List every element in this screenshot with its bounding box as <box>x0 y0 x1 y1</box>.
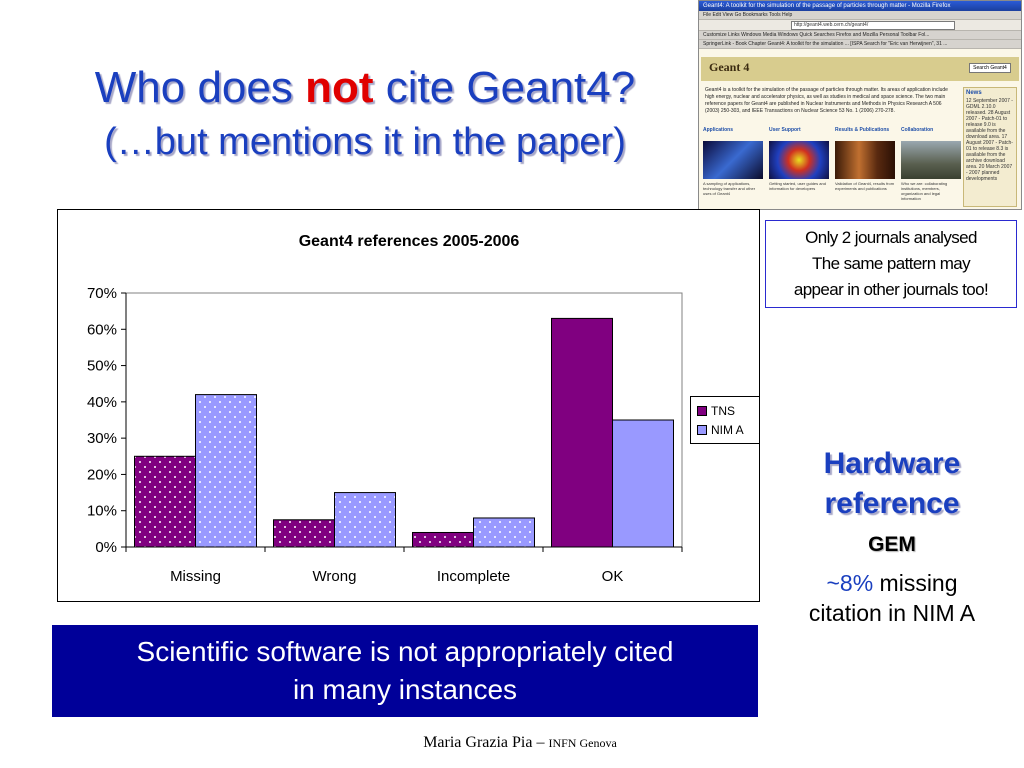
news-heading: News <box>966 90 982 96</box>
section-results: Results & Publications Validation of Gea… <box>835 127 895 191</box>
browser-title-bar: Geant4: A toolkit for the simulation of … <box>699 1 1021 11</box>
section-text: Who we are: collaborating institutions, … <box>901 181 948 201</box>
legend-swatch-tns <box>697 405 707 416</box>
y-tick-label: 0% <box>95 539 117 556</box>
y-tick-label: 20% <box>87 466 117 483</box>
missing-text-2: citation in NIM A <box>808 600 976 626</box>
title-emphasis: not <box>305 63 374 112</box>
geant4-webpage: Geant 4 Search Geant4 Geant4 is a toolki… <box>699 49 1021 209</box>
note-line-2: The same pattern may <box>811 254 971 273</box>
section-heading: Collaboration <box>901 127 934 133</box>
legend-item-nima: NIM A <box>697 421 744 437</box>
y-tick-label: 50% <box>87 358 117 375</box>
section-user-support: User Support Getting started, user guide… <box>769 127 829 191</box>
browser-tabs: SpringerLink - Book Chapter Geant4: A to… <box>699 40 1021 49</box>
legend-label-tns: TNS <box>711 403 735 418</box>
bar-tns-ok <box>551 317 613 548</box>
bar-tns-missing <box>134 455 196 548</box>
results-image <box>835 141 895 179</box>
bar-tns-incomplete <box>412 531 474 548</box>
banner-line-2: in many instances <box>292 674 518 705</box>
section-heading: Results & Publications <box>835 127 890 133</box>
note-box: Only 2 journals analysed The same patter… <box>765 220 1017 308</box>
y-tick-label: 60% <box>87 321 117 338</box>
footer: Maria Grazia Pia – INFN Genova <box>370 734 670 752</box>
bar-nim-a-wrong <box>334 492 396 548</box>
legend-swatch-nima <box>697 424 707 435</box>
section-text: A sampling of applications, technology t… <box>703 181 756 196</box>
browser-url-field: http://geant4.web.cern.ch/geant4/ <box>791 21 955 30</box>
browser-bookmarks-bar: Customize Links Windows Media Windows Qu… <box>699 31 1021 40</box>
x-tick-label: Missing <box>170 568 221 585</box>
bar-nim-a-missing <box>195 394 257 548</box>
user-support-image <box>769 141 829 179</box>
geant4-intro: Geant4 is a toolkit for the simulation o… <box>705 87 948 114</box>
footer-institution: INFN Genova <box>548 736 617 750</box>
geant4-logo: Geant 4 <box>709 60 750 74</box>
title-part-2: cite Geant4? <box>373 63 636 112</box>
legend-label-nima: NIM A <box>711 422 744 437</box>
chart-area: Geant4 references 2005-2006 0% 10% 20% 30% 4… <box>57 209 760 602</box>
geant4-header: Geant 4 Search Geant4 <box>701 57 1019 81</box>
y-tick-label: 30% <box>87 430 117 447</box>
browser-address-bar: http://geant4.web.cern.ch/geant4/ <box>699 20 1021 31</box>
section-heading: Applications <box>703 127 734 133</box>
hardware-reference: Hardware reference GEM ~8% missing citat… <box>770 444 1014 628</box>
geant4-news: News 12 September 2007 - GDML 2.10.0 rel… <box>963 87 1017 207</box>
chart-legend: TNS NIM A <box>690 396 760 444</box>
title-line-1: Who does not cite Geant4? <box>20 60 710 116</box>
bar-chart: Geant4 references 2005-2006 0% 10% 20% 30% 4… <box>87 233 683 585</box>
missing-citation-stat: ~8% missing citation in NIM A <box>770 568 1014 628</box>
footer-author: Maria Grazia Pia – <box>423 734 549 751</box>
conclusion-banner: Scientific software is not appropriately… <box>52 625 758 717</box>
news-text: 12 September 2007 - GDML 2.10.0 released… <box>966 98 1013 182</box>
bar-nim-a-incomplete <box>473 517 535 548</box>
y-tick-label: 10% <box>87 503 117 520</box>
geant4-search-button: Search Geant4 <box>969 63 1011 73</box>
title-line-2: (…but mentions it in the paper) <box>104 121 626 163</box>
title-part-1: Who does <box>94 63 306 112</box>
browser-screenshot: Geant4: A toolkit for the simulation of … <box>698 0 1022 210</box>
hardware-title-line-1: Hardware <box>823 447 961 480</box>
slide-title: Who does not cite Geant4? (…but mentions… <box>20 60 710 168</box>
applications-image <box>703 141 763 179</box>
section-collaboration: Collaboration Who we are: collaborating … <box>901 127 961 201</box>
gem-label: GEM <box>868 533 916 556</box>
note-line-1: Only 2 journals analysed <box>805 228 977 247</box>
chart-title: Geant4 references 2005-2006 <box>299 233 520 250</box>
missing-text-1: missing <box>873 570 958 596</box>
y-tick-label: 40% <box>87 394 117 411</box>
geant4-sections: Applications A sampling of applications,… <box>703 127 965 207</box>
note-line-3: appear in other journals too! <box>793 280 989 299</box>
y-tick-label: 70% <box>87 285 117 302</box>
x-tick-label: Incomplete <box>437 568 510 585</box>
missing-percent: ~8% <box>826 570 874 596</box>
section-heading: User Support <box>769 127 801 133</box>
banner-line-1: Scientific software is not appropriately… <box>136 636 674 667</box>
collaboration-image <box>901 141 961 179</box>
section-text: Getting started, user guides and informa… <box>769 181 826 191</box>
section-text: Validation of Geant4, results from exper… <box>835 181 895 191</box>
bar-tns-wrong <box>273 519 335 548</box>
x-tick-label: OK <box>602 568 624 585</box>
bar-nim-a-ok <box>612 419 674 548</box>
legend-item-tns: TNS <box>697 402 735 418</box>
hardware-title-line-2: reference <box>824 487 960 520</box>
x-tick-label: Wrong <box>313 568 357 585</box>
section-applications: Applications A sampling of applications,… <box>703 127 763 196</box>
browser-menu-bar: File Edit View Go Bookmarks Tools Help <box>699 11 1021 20</box>
